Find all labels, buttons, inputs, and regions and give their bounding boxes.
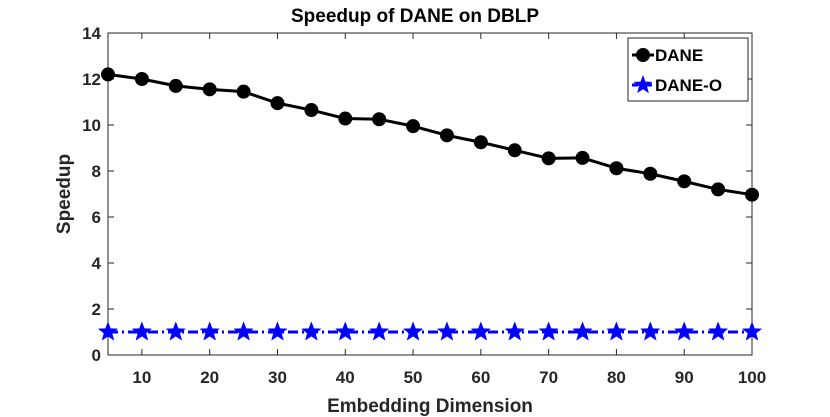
axis-tick-labels: 10 20 30 40 50 60 70 80 90 100 0 2 4 6 8 10 12 14 bbox=[82, 24, 766, 387]
data-point-dane-o bbox=[436, 321, 458, 341]
legend-label-dane: DANE bbox=[655, 46, 703, 65]
data-point-dane bbox=[711, 182, 726, 197]
data-point-dane bbox=[270, 96, 285, 111]
y-tick-label: 10 bbox=[82, 116, 101, 135]
y-axis-label: Speedup bbox=[54, 154, 75, 234]
y-tick-label: 12 bbox=[82, 70, 101, 89]
data-point-dane bbox=[101, 67, 115, 82]
data-point-dane-o bbox=[233, 321, 254, 341]
data-point-dane-o bbox=[335, 321, 356, 341]
series-layer bbox=[97, 67, 763, 341]
x-tick-label: 70 bbox=[539, 368, 558, 387]
y-tick-label: 6 bbox=[92, 208, 101, 227]
legend: DANE DANE-O bbox=[627, 37, 749, 102]
x-tick-label: 90 bbox=[675, 368, 694, 387]
data-point-dane-o bbox=[402, 321, 424, 341]
data-point-dane bbox=[236, 84, 251, 99]
chart-title: Speedup of DANE on DBLP bbox=[291, 6, 539, 27]
data-point-dane-o bbox=[538, 321, 559, 341]
data-point-dane bbox=[575, 150, 590, 165]
data-point-dane-o bbox=[301, 321, 322, 341]
data-point-dane-o bbox=[470, 321, 492, 341]
data-point-dane bbox=[609, 161, 624, 176]
data-point-dane bbox=[304, 103, 319, 118]
data-point-dane bbox=[541, 151, 556, 166]
legend-label-dane-o: DANE-O bbox=[655, 76, 722, 95]
y-tick-label: 4 bbox=[92, 254, 102, 273]
data-point-dane bbox=[202, 82, 217, 97]
x-tick-label: 100 bbox=[738, 368, 766, 387]
data-point-dane bbox=[372, 112, 387, 127]
x-tick-label: 60 bbox=[471, 368, 490, 387]
data-point-dane-o bbox=[199, 321, 220, 341]
data-point-dane bbox=[439, 128, 454, 143]
data-point-dane bbox=[338, 111, 353, 126]
data-point-dane bbox=[643, 166, 658, 181]
data-point-dane bbox=[677, 174, 692, 189]
x-tick-label: 50 bbox=[404, 368, 423, 387]
x-tick-label: 10 bbox=[132, 368, 151, 387]
x-tick-label: 80 bbox=[607, 368, 626, 387]
x-tick-label: 20 bbox=[200, 368, 219, 387]
axis-ticks bbox=[108, 32, 753, 356]
x-axis-label: Embedding Dimension bbox=[327, 396, 533, 417]
x-tick-label: 40 bbox=[336, 368, 355, 387]
y-tick-label: 0 bbox=[92, 346, 101, 365]
data-point-dane bbox=[745, 187, 759, 202]
x-tick-label: 30 bbox=[268, 368, 287, 387]
legend-item-dane: DANE bbox=[632, 46, 703, 65]
data-point-dane-o bbox=[368, 321, 390, 341]
data-point-dane-o bbox=[131, 321, 153, 341]
y-tick-label: 8 bbox=[92, 162, 101, 181]
y-tick-label: 2 bbox=[92, 300, 101, 319]
legend-marker-dane-o bbox=[633, 75, 653, 94]
data-point-dane bbox=[134, 72, 149, 86]
data-point-dane-o bbox=[97, 321, 119, 341]
data-point-dane-o bbox=[674, 321, 695, 341]
data-point-dane-o bbox=[165, 321, 186, 341]
legend-item-dane-o: DANE-O bbox=[632, 75, 722, 95]
data-point-dane bbox=[168, 78, 183, 93]
data-point-dane bbox=[507, 143, 522, 158]
legend-marker-dane bbox=[636, 48, 650, 62]
data-point-dane-o bbox=[640, 321, 661, 341]
data-point-dane-o bbox=[504, 321, 525, 341]
data-point-dane bbox=[406, 119, 421, 134]
y-tick-label: 14 bbox=[82, 24, 101, 43]
data-point-dane-o bbox=[572, 321, 593, 341]
data-point-dane-o bbox=[741, 321, 763, 341]
data-point-dane-o bbox=[606, 321, 627, 341]
data-point-dane bbox=[473, 135, 488, 150]
data-point-dane-o bbox=[267, 321, 288, 341]
data-point-dane-o bbox=[707, 321, 729, 341]
